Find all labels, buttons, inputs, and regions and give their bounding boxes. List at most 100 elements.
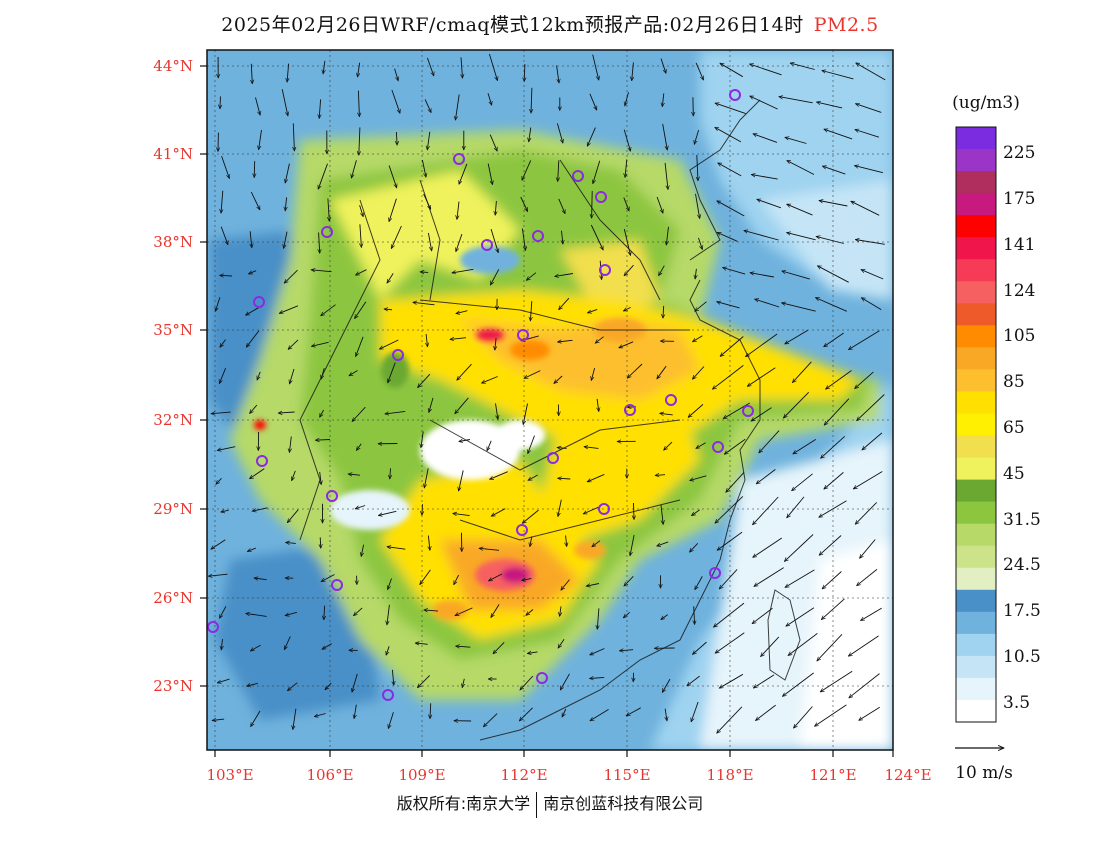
wind-arrow <box>490 269 500 285</box>
wind-arrow <box>662 123 668 150</box>
wind-arrow <box>221 190 223 214</box>
wind-arrow <box>562 230 563 244</box>
wind-arrow <box>591 367 596 380</box>
colorbar-label: 65 <box>1003 418 1025 438</box>
wind-arrow <box>861 270 884 280</box>
wind-arrow <box>521 228 525 251</box>
wind-arrow <box>785 329 809 344</box>
colorbar-swatch <box>956 413 996 437</box>
wind-arrow <box>561 579 570 591</box>
wind-arrow <box>625 92 629 106</box>
wind-arrow <box>349 370 358 376</box>
city-marker <box>547 452 559 464</box>
wind-arrow <box>822 71 854 80</box>
wind-arrow <box>695 301 707 312</box>
wind-arrow <box>560 673 570 690</box>
wind-arrow <box>378 510 397 515</box>
wind-arrow <box>717 201 745 217</box>
wind-arrow <box>246 306 261 316</box>
wind-arrow <box>211 539 226 550</box>
wind-arrow <box>455 397 469 414</box>
wind-arrow <box>487 163 492 185</box>
wind-arrow <box>687 675 700 686</box>
wind-arrow <box>429 397 434 413</box>
wind-arrow <box>750 273 774 278</box>
wind-arrow <box>817 102 843 109</box>
city-marker <box>517 329 529 341</box>
wind-arrow <box>424 610 439 611</box>
wind-arrow <box>752 607 773 624</box>
wind-arrow <box>287 682 298 691</box>
wind-arrow <box>212 719 225 720</box>
wind-arrow <box>627 363 643 378</box>
city-marker <box>321 226 333 238</box>
wind-arrow <box>250 191 261 210</box>
title-main: 2025年02月26日WRF/cmaq模式12km预报产品:02月26日14时 <box>221 14 804 36</box>
wind-arrow <box>354 704 356 719</box>
wind-arrow <box>819 500 847 518</box>
wind-arrow <box>855 502 878 524</box>
wind-arrow <box>861 607 882 621</box>
wind-arrow <box>822 166 846 175</box>
wind-arrow <box>322 643 332 650</box>
wind-arrow <box>785 137 807 144</box>
wind-arrow <box>755 299 780 308</box>
wind-arrow <box>619 341 634 348</box>
wind-arrow <box>855 371 874 389</box>
wind-arrow <box>794 706 813 729</box>
wind-arrow <box>289 436 291 453</box>
wind-arrow <box>663 305 664 318</box>
wind-arrow <box>826 370 852 390</box>
title-pollutant: PM2.5 <box>813 14 879 36</box>
wind-arrow <box>660 58 666 74</box>
wind-arrow <box>849 673 880 698</box>
wind-arrow <box>379 339 399 350</box>
wind-arrow <box>664 162 668 190</box>
wind-arrow <box>692 509 700 516</box>
wind-arrow <box>354 607 363 616</box>
wind-arrow <box>287 63 289 83</box>
wind-arrow <box>664 441 673 450</box>
wind-arrow <box>751 407 772 422</box>
colorbar-label: 3.5 <box>1003 693 1030 713</box>
wind-arrow <box>587 473 605 483</box>
wind-arrow <box>359 127 360 155</box>
wind-arrow <box>787 160 815 175</box>
wind-arrow <box>746 333 778 357</box>
wind-arrow <box>694 129 700 144</box>
wind-arrow <box>278 412 295 413</box>
lat-label: 35°N <box>153 321 193 339</box>
wind-arrow <box>531 87 532 113</box>
wind-arrow <box>456 310 468 314</box>
wind-arrow <box>450 338 466 340</box>
wind-arrow <box>319 232 320 254</box>
wind-arrow <box>391 89 400 113</box>
wind-arrow <box>753 496 779 525</box>
wind-arrow <box>744 231 779 241</box>
wind-arrow <box>519 707 533 721</box>
colorbar-swatch <box>956 391 996 414</box>
wind-arrow <box>211 412 231 414</box>
wind-arrow <box>787 204 813 216</box>
wind-arrow <box>788 633 818 655</box>
wind-arrow <box>255 97 261 116</box>
colorbar-swatch <box>956 237 996 260</box>
wind-arrow <box>488 53 497 81</box>
wind-arrow <box>720 63 744 78</box>
wind-arrow <box>690 542 699 552</box>
wind-arrow <box>315 440 330 441</box>
wind-arrow <box>623 129 630 152</box>
city-marker <box>709 567 721 579</box>
wind-arrow <box>717 706 743 733</box>
colorbar-swatch <box>956 347 996 370</box>
colorbar-swatch <box>956 567 996 591</box>
wind-arrow <box>848 635 879 656</box>
wind-arrow <box>430 703 431 718</box>
city-marker <box>326 490 338 502</box>
wind-arrow <box>697 154 698 181</box>
wind-arrow <box>352 406 366 421</box>
wind-arrow <box>859 706 880 720</box>
wind-arrow <box>490 228 498 253</box>
wind-arrow <box>756 469 776 484</box>
wind-arrow <box>661 614 668 620</box>
